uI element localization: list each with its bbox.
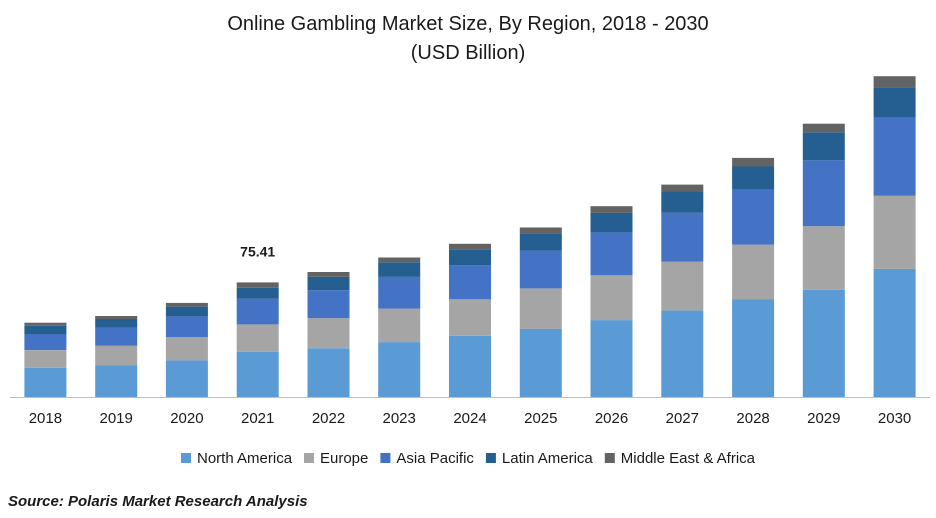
bar-2028-asia-pacific [732,189,775,245]
bar-2018-middle-east-africa [24,322,67,326]
bar-2030-asia-pacific [873,117,916,196]
x-tick-label: 2022 [312,410,345,427]
bar-2024-asia-pacific [449,265,491,300]
bar-2022-north-america [307,348,350,397]
bar-2022-asia-pacific [307,290,350,319]
bar-2027-asia-pacific [661,212,704,262]
bar-2027-north-america [661,310,704,397]
bar-2030-europe [873,195,916,269]
legend-swatch-north-america [181,453,191,463]
chart-title: Online Gambling Market Size, By Region, … [227,13,708,35]
bar-2019-europe [95,345,138,366]
x-tick-label: 2029 [807,410,840,427]
x-tick-label: 2023 [383,410,416,427]
bar-2027-latin-america [661,192,704,213]
bar-2029-asia-pacific [802,160,845,227]
legend-swatch-europe [304,453,314,463]
bar-2029-middle-east-africa [802,123,845,133]
legend-swatch-middle-east-africa [604,453,615,463]
bar-2021-asia-pacific [236,298,279,325]
bar-2028-north-america [732,299,775,397]
bar-2029-europe [802,226,845,290]
bar-2021-north-america [236,351,279,397]
bar-2030-latin-america [873,87,916,118]
bar-2026-middle-east-africa [590,206,633,213]
legend-label-europe: Europe [320,450,368,467]
bar-2025-north-america [519,328,562,397]
bar-2026-north-america [590,320,633,397]
bar-2023-asia-pacific [378,276,421,309]
bar-2020-europe [165,337,208,361]
chart-subtitle: (USD Billion) [411,42,525,64]
bar-2026-europe [590,275,633,321]
bar-2028-latin-america [732,166,775,190]
legend-swatch-latin-america [485,453,496,463]
bar-2023-latin-america [378,262,421,277]
bar-2028-europe [732,244,775,300]
bar-2024-north-america [449,336,491,397]
bar-2025-asia-pacific [519,250,562,289]
x-tick-label: 2019 [100,410,133,427]
bar-2030-middle-east-africa [873,76,916,88]
x-tick-label: 2021 [241,410,274,427]
bar-2019-north-america [95,365,138,397]
legend-label-asia-pacific: Asia Pacific [396,450,474,467]
bar-2025-latin-america [519,233,562,251]
bar-2021-latin-america [236,287,279,299]
legend: North America Europe Asia Pacific Latin Ame… [181,450,756,467]
bar-2023-europe [378,308,421,343]
x-tick-label: 2028 [736,410,769,427]
bar-2019-latin-america [95,319,138,328]
bar-2025-middle-east-africa [519,227,562,234]
bar-2024-latin-america [449,249,491,266]
bar-2025-europe [519,288,562,329]
x-axis-ticks: 2018 2019 2020 2021 2022 2023 2024 2025 2026 2027… [29,410,912,427]
bar-2029-north-america [802,289,845,397]
x-tick-label: 2025 [524,410,557,427]
bar-2018-north-america [24,367,67,397]
x-tick-label: 2024 [453,410,486,427]
bar-2024-middle-east-africa [449,243,491,250]
bar-2022-latin-america [307,276,350,291]
bar-2027-europe [661,261,704,311]
bar-2023-north-america [378,342,421,397]
bar-2023-middle-east-africa [378,257,421,263]
data-label-2021: 75.41 [240,243,275,259]
bar-2018-latin-america [24,325,67,335]
bar-2026-latin-america [590,212,633,233]
source-note: Source: Polaris Market Research Analysis [8,493,308,510]
x-tick-label: 2026 [595,410,628,427]
bar-2019-middle-east-africa [95,316,138,320]
x-tick-label: 2030 [878,410,911,427]
bar-2027-middle-east-africa [661,184,704,192]
annotations-group: 75.41 [240,243,275,259]
x-tick-label: 2018 [29,410,62,427]
bar-2019-asia-pacific [95,327,138,346]
bar-2030-north-america [873,268,916,397]
bar-2020-middle-east-africa [165,302,208,307]
bar-2026-asia-pacific [590,232,633,276]
legend-label-latin-america: Latin America [502,450,594,467]
bar-2021-europe [236,324,279,352]
bars-group [24,76,916,397]
bar-2029-latin-america [802,132,845,161]
x-tick-label: 2027 [666,410,699,427]
legend-label-north-america: North America [197,450,293,467]
bar-2022-middle-east-africa [307,272,350,277]
legend-swatch-asia-pacific [380,453,391,463]
bar-2028-middle-east-africa [732,157,775,167]
bar-2020-asia-pacific [165,316,208,338]
bar-2018-europe [24,350,67,368]
bar-2018-asia-pacific [24,334,67,351]
bar-2024-europe [449,299,491,336]
bar-2020-latin-america [165,306,208,317]
bar-2021-middle-east-africa [236,282,279,288]
legend-label-middle-east-africa: Middle East & Africa [621,450,756,467]
x-tick-label: 2020 [170,410,203,427]
bar-2020-north-america [165,360,208,397]
bar-2022-europe [307,318,350,349]
